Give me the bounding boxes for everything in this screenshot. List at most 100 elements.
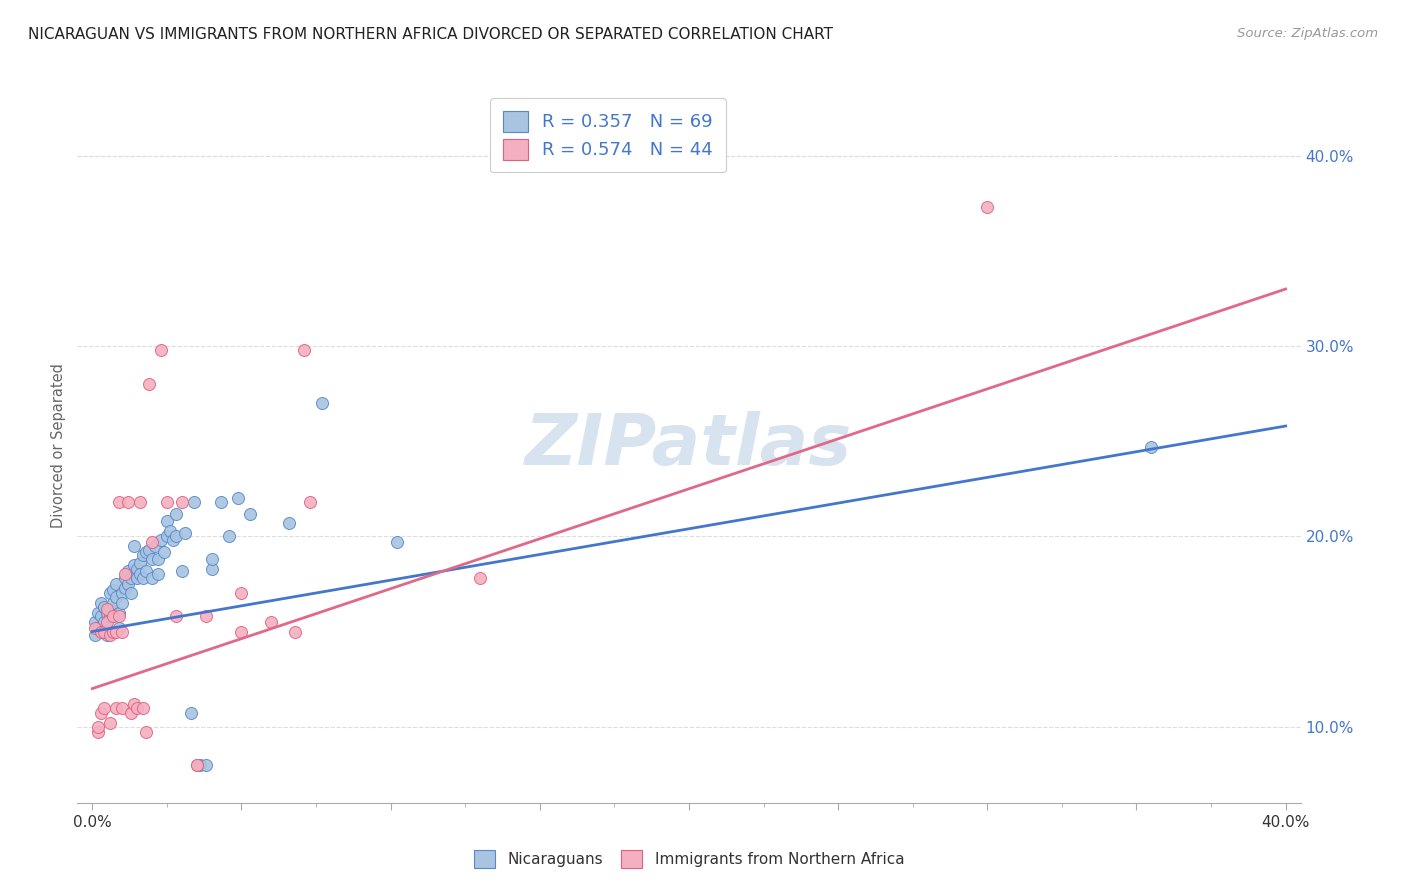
Point xyxy=(93,700,115,714)
Point xyxy=(101,609,124,624)
Point xyxy=(156,514,179,528)
Point xyxy=(153,544,176,558)
Point xyxy=(200,552,222,566)
Point xyxy=(156,495,179,509)
Point xyxy=(170,495,193,509)
Point xyxy=(200,562,222,576)
Point xyxy=(141,552,163,566)
Point xyxy=(84,621,107,635)
Point xyxy=(105,700,128,714)
Point xyxy=(120,571,142,585)
Point xyxy=(165,507,187,521)
Point xyxy=(117,564,139,578)
Point xyxy=(93,624,115,639)
Point xyxy=(120,706,142,721)
Point xyxy=(101,582,124,597)
Point xyxy=(138,542,160,557)
Point xyxy=(173,525,195,540)
Point xyxy=(90,609,112,624)
Point xyxy=(135,544,157,558)
Point xyxy=(228,491,250,506)
Text: NICARAGUAN VS IMMIGRANTS FROM NORTHERN AFRICA DIVORCED OR SEPARATED CORRELATION : NICARAGUAN VS IMMIGRANTS FROM NORTHERN A… xyxy=(28,27,834,42)
Point xyxy=(96,615,118,629)
Point xyxy=(108,495,131,509)
Point xyxy=(96,628,118,642)
Point xyxy=(132,571,155,585)
Point xyxy=(96,601,118,615)
Point xyxy=(90,706,112,721)
Point xyxy=(93,599,115,614)
Point xyxy=(120,586,142,600)
Point xyxy=(141,535,163,549)
Point xyxy=(299,495,322,509)
Point xyxy=(138,377,160,392)
Point xyxy=(114,571,136,585)
Point xyxy=(96,606,118,620)
Point xyxy=(180,706,202,721)
Point xyxy=(209,495,232,509)
Point xyxy=(292,343,315,357)
Point xyxy=(101,596,124,610)
Point xyxy=(84,628,107,642)
Point xyxy=(90,624,112,639)
Point xyxy=(96,621,118,635)
Point xyxy=(114,581,136,595)
Point xyxy=(135,725,157,739)
Point xyxy=(87,725,110,739)
Point xyxy=(111,596,134,610)
Point xyxy=(125,571,148,585)
Point xyxy=(98,715,121,730)
Point xyxy=(183,495,205,509)
Point xyxy=(111,586,134,600)
Point xyxy=(117,495,139,509)
Point xyxy=(284,624,307,639)
Point xyxy=(149,533,172,548)
Point xyxy=(93,615,115,629)
Point xyxy=(87,621,110,635)
Point xyxy=(186,757,208,772)
Point xyxy=(105,591,128,605)
Point xyxy=(149,343,172,357)
Legend: Nicaraguans, Immigrants from Northern Africa: Nicaraguans, Immigrants from Northern Af… xyxy=(465,843,912,875)
Point xyxy=(468,571,491,585)
Point xyxy=(165,609,187,624)
Point xyxy=(105,624,128,639)
Point xyxy=(170,564,193,578)
Point xyxy=(194,609,217,624)
Point xyxy=(194,757,217,772)
Point xyxy=(122,539,145,553)
Point xyxy=(165,529,187,543)
Point xyxy=(146,552,169,566)
Point xyxy=(101,609,124,624)
Point xyxy=(87,720,110,734)
Point xyxy=(98,628,121,642)
Point xyxy=(111,624,134,639)
Point xyxy=(1140,440,1163,454)
Point xyxy=(87,606,110,620)
Point xyxy=(101,624,124,639)
Point xyxy=(260,615,283,629)
Point xyxy=(108,621,131,635)
Point xyxy=(278,516,301,530)
Legend: R = 0.357   N = 69, R = 0.574   N = 44: R = 0.357 N = 69, R = 0.574 N = 44 xyxy=(491,98,725,172)
Point xyxy=(108,609,131,624)
Point xyxy=(218,529,240,543)
Point xyxy=(976,200,998,214)
Point xyxy=(122,697,145,711)
Point xyxy=(129,567,152,582)
Y-axis label: Divorced or Separated: Divorced or Separated xyxy=(51,364,66,528)
Point xyxy=(385,535,408,549)
Point xyxy=(146,567,169,582)
Point xyxy=(159,524,181,538)
Point xyxy=(129,495,152,509)
Point xyxy=(186,757,208,772)
Point xyxy=(125,700,148,714)
Point xyxy=(98,586,121,600)
Point xyxy=(90,596,112,610)
Point xyxy=(125,562,148,576)
Point xyxy=(311,396,333,410)
Point xyxy=(108,606,131,620)
Point xyxy=(132,700,155,714)
Point xyxy=(162,533,184,548)
Point xyxy=(231,624,253,639)
